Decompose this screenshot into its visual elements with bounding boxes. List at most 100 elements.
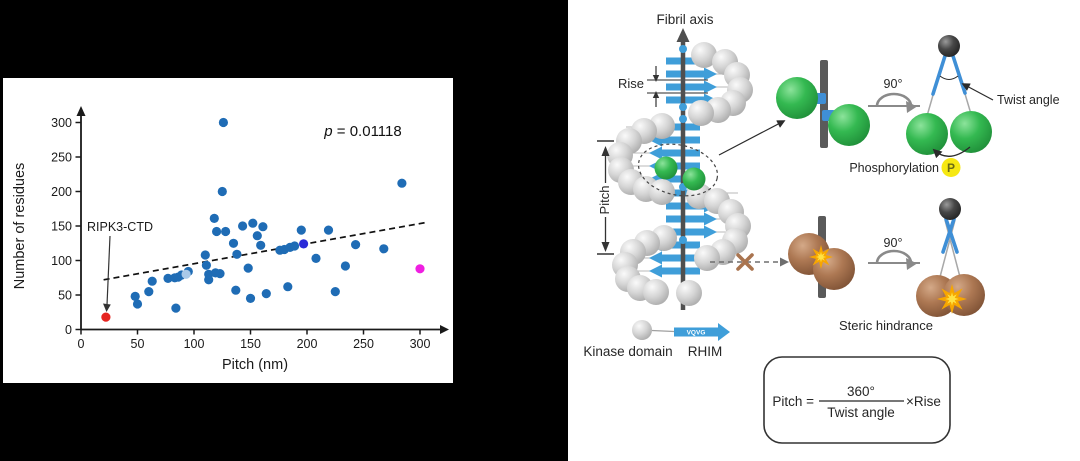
scatter-panel: 0 50 100 150 200 250 300 0 50 100 150 200 250 300 Pitc… [3, 78, 453, 383]
kinase-domain-label: Kinase domain [583, 344, 672, 359]
scatter-point-highlight-dark-blue [299, 239, 309, 249]
formula-lhs: Pitch = [772, 394, 814, 409]
linker-line [944, 219, 961, 278]
scatter-point-amyloid-proteins [323, 225, 334, 235]
scatter-point-amyloid-proteins [245, 293, 256, 303]
scatter-point-amyloid-proteins [283, 282, 293, 292]
trend-line [103, 221, 426, 281]
rhim-strand-arrow [666, 80, 717, 94]
rhim-label: RHIM [688, 344, 723, 359]
scatter-point-amyloid-proteins [231, 285, 241, 295]
kinase-domain-spheres [607, 42, 753, 306]
axis-knobs [679, 45, 687, 244]
rhim-strand-arrow [666, 225, 717, 239]
scatter-point-highlight-light-blue [181, 269, 191, 279]
kinase-domain-sphere [649, 179, 675, 205]
rise-arrowhead-icon [652, 75, 660, 82]
rotation-90-label: 90° [884, 236, 903, 250]
y-tick-label: 0 [65, 323, 72, 337]
phospho-p-badge [941, 158, 961, 177]
scatter-point-amyloid-proteins [340, 261, 350, 271]
scatter-point-amyloid-proteins [256, 240, 266, 250]
twist-angle-pointer-arrow [961, 83, 994, 101]
axis-knob [679, 45, 687, 53]
scatter-point-amyloid-proteins [218, 117, 228, 128]
kinase-domain-sphere [694, 245, 720, 271]
scatter-point-ripk3-ctd [101, 312, 111, 322]
legend-rhim-arrow [674, 323, 730, 341]
axis-knob [679, 236, 687, 244]
y-tick-label: 300 [51, 116, 72, 130]
rhim-strand-arrow [649, 251, 700, 265]
linker-line [939, 219, 956, 278]
green-sphere [682, 167, 706, 191]
phospho-p-letter: P [947, 161, 955, 175]
kinase-domain-sphere [676, 280, 702, 306]
kinase-domain-sphere [643, 279, 669, 305]
y-tick-label: 200 [51, 185, 72, 199]
rotation-arrowhead-icon [906, 258, 917, 270]
pitch-label: Pitch [597, 186, 612, 215]
x-mark-icon [736, 253, 754, 271]
formula-denominator: Twist angle [827, 405, 895, 420]
scatter-point-amyloid-proteins [258, 222, 268, 232]
scatter-point-amyloid-proteins [163, 273, 173, 283]
rise-arrowhead-icon [652, 91, 660, 98]
scatter-point-amyloid-proteins [232, 249, 242, 259]
fibril-diagram: Rise Pitch Fibril axis 90° [583, 12, 1060, 444]
diagram-panel: Rise Pitch Fibril axis 90° [568, 0, 1080, 461]
x-tick-label: 250 [353, 337, 374, 351]
scatter-point-amyloid-proteins [212, 226, 222, 237]
formula-rhs: ×Rise [906, 394, 941, 409]
rhim-line [944, 217, 959, 254]
rhim-line [951, 54, 967, 95]
axis-knob [679, 115, 687, 123]
scatter-chart: 0 50 100 150 200 250 300 0 50 100 150 200 250 300 Pitc… [12, 106, 449, 373]
rhim-strand-arrow [649, 146, 700, 160]
scatter-point-amyloid-proteins [228, 238, 239, 248]
scatter-point-highlight-magenta [415, 264, 425, 274]
scatter-point-amyloid-proteins [261, 289, 271, 299]
x-tick-label: 300 [410, 337, 431, 351]
kinase-domain-sphere [691, 42, 717, 68]
scatter-point-amyloid-proteins [171, 303, 181, 313]
rotation-arc-icon [875, 92, 913, 107]
x-tick-label: 100 [184, 337, 205, 351]
scatter-point-amyloid-proteins [132, 299, 143, 309]
green-sphere-large [950, 111, 992, 153]
dashed-highlight-ellipse [637, 143, 719, 197]
x-tick-label: 200 [297, 337, 318, 351]
scatter-point-amyloid-proteins [379, 244, 389, 254]
scatter-point-amyloid-proteins [397, 178, 407, 188]
green-sphere-large [906, 113, 948, 155]
scatter-point-amyloid-proteins [243, 263, 253, 273]
rotation-arrowhead-icon [906, 101, 917, 113]
scatter-point-amyloid-proteins [238, 221, 248, 231]
twist-angle-arc [939, 75, 959, 80]
rise-label: Rise [618, 76, 644, 91]
kinase-domain-sphere [688, 100, 714, 126]
twist-angle-label: Twist angle [997, 93, 1060, 107]
rhim-strand-arrow [666, 67, 717, 81]
y-axis-arrowhead-icon [76, 106, 86, 116]
pitch-arrowhead-icon [601, 146, 610, 156]
formula-numerator: 360° [847, 384, 875, 399]
y-tick-label: 50 [58, 289, 72, 303]
callout-label: RIPK3-CTD [87, 220, 153, 234]
x-tick-label: 0 [78, 337, 85, 351]
scatter-point-amyloid-proteins [330, 287, 340, 297]
clash-star-icon [809, 245, 833, 269]
legend-linker-line [651, 329, 675, 333]
blocked-arrowhead-icon [780, 257, 789, 267]
detail-callout-arrow [718, 120, 786, 156]
scatter-point-amyloid-proteins [351, 240, 361, 250]
scatter-point-amyloid-proteins [290, 241, 300, 251]
green-sphere [654, 156, 678, 180]
x-tick-label: 50 [131, 337, 145, 351]
scatter-point-amyloid-proteins [217, 186, 227, 197]
rotation-90-label: 90° [884, 77, 903, 91]
formula-box [763, 356, 951, 444]
scatter-point-amyloid-proteins [209, 213, 219, 223]
scatter-point-amyloid-proteins [252, 231, 262, 241]
